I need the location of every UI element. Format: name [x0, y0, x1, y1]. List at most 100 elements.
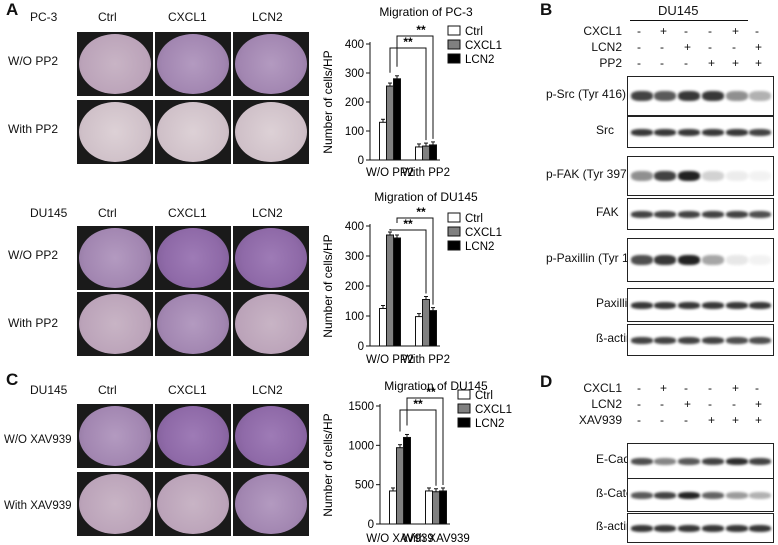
col-label-cxcl1: CXCL1 [168, 383, 207, 397]
blot-image [627, 443, 774, 479]
x-category-label: W/O PP2 [366, 354, 414, 366]
treatment-sign: + [755, 56, 763, 70]
significance-bracket [389, 47, 427, 141]
legend-swatch [447, 212, 461, 223]
blot-band [702, 524, 724, 532]
significance-bracket [396, 35, 434, 139]
blot-band [678, 491, 700, 499]
bar [415, 146, 423, 161]
well-image [233, 472, 309, 536]
y-tick-label: 0 [358, 341, 364, 353]
blot-band [631, 491, 653, 499]
legend-label: Ctrl [475, 390, 493, 402]
legend-swatch [447, 226, 461, 237]
treatment-sign: - [637, 24, 641, 38]
row-label-with-xav939: With XAV939 [4, 500, 72, 512]
y-tick-label: 100 [345, 126, 364, 138]
bar [389, 490, 397, 525]
cell-line-label: DU145 [30, 206, 68, 220]
blot-band [726, 524, 748, 532]
treatment-sign: + [732, 24, 740, 38]
col-label-ctrl: Ctrl [98, 383, 117, 397]
blot-image [627, 288, 774, 322]
blot-label: FAK [596, 205, 619, 219]
blot-band [726, 128, 748, 136]
treatment-label: XAV939 [578, 413, 622, 427]
blot-band [726, 171, 748, 181]
significance-marker: ** [403, 35, 413, 49]
treatment-sign: - [660, 413, 664, 427]
blot-band [726, 457, 748, 465]
y-tick-label: 300 [345, 68, 364, 80]
bar [439, 490, 447, 525]
blot-label: p-Src (Tyr 416) [546, 87, 627, 101]
blot-band [678, 457, 700, 465]
blot-image [627, 324, 774, 356]
well-image [155, 32, 231, 96]
bar [422, 299, 430, 347]
blot-image [627, 156, 774, 196]
significance-marker: ** [426, 385, 436, 399]
y-tick-label: 500 [355, 480, 374, 492]
bar [425, 490, 433, 525]
blot-band [631, 128, 653, 136]
well-image [77, 472, 153, 536]
treatment-sign: - [708, 381, 712, 395]
bar [379, 121, 387, 161]
well-image [155, 404, 231, 468]
bar [386, 234, 394, 347]
legend-label: CXCL1 [465, 227, 502, 239]
blot-band [678, 171, 700, 181]
bar [379, 308, 387, 347]
blot-band [631, 210, 653, 218]
bar [396, 447, 404, 525]
row-label-wo-pp2: W/O PP2 [8, 54, 59, 68]
blot-band [654, 336, 676, 344]
blot-band [654, 210, 676, 218]
blot-band [678, 301, 700, 309]
treatment-sign: + [755, 397, 763, 411]
y-tick-label: 1000 [348, 440, 374, 452]
well-image [77, 100, 153, 164]
treatment-sign: + [732, 381, 740, 395]
blot-band [726, 91, 748, 101]
treatment-sign: + [755, 413, 763, 427]
blot-band [726, 491, 748, 499]
legend-swatch [447, 240, 461, 251]
blot-label: ß-actin [596, 331, 633, 345]
row-label-with-pp2: With PP2 [8, 122, 59, 136]
well-image [77, 32, 153, 96]
y-tick-label: 200 [345, 281, 364, 293]
well-image [77, 226, 153, 290]
treatment-sign: - [637, 381, 641, 395]
blot-band [726, 301, 748, 309]
blot-band [702, 457, 724, 465]
blot-label: p-Paxillin (Tyr 118) [546, 251, 646, 265]
y-tick-label: 300 [345, 251, 364, 263]
legend-swatch [457, 417, 471, 428]
blot-band [749, 91, 771, 101]
x-category-label: With XAV939 [402, 533, 470, 545]
bar-chart-du145-pp2: Migration of DU145 Number of cells/HP 0 100… [321, 190, 502, 366]
bar [415, 316, 423, 347]
col-label-lcn2: LCN2 [252, 383, 283, 397]
blot-label: Src [596, 123, 614, 137]
blot-band [702, 255, 724, 265]
treatment-sign: - [732, 397, 736, 411]
cell-line-label: PC-3 [30, 10, 58, 24]
bar [429, 310, 437, 347]
bar-chart-du145-xav939: Migration of DU145 Number of cells/HP 0 500… [321, 379, 512, 545]
blot-band [702, 210, 724, 218]
y-tick-label: 200 [345, 97, 364, 109]
blot-band [726, 255, 748, 265]
blot-band [702, 336, 724, 344]
blot-band [631, 171, 653, 181]
well-image [77, 404, 153, 468]
header-rule [630, 20, 748, 21]
treatment-label: PP2 [599, 56, 622, 70]
treatment-sign: + [684, 397, 692, 411]
treatment-label: CXCL1 [583, 381, 622, 395]
well-image [233, 100, 309, 164]
well-image [155, 292, 231, 356]
blot-band [749, 491, 771, 499]
